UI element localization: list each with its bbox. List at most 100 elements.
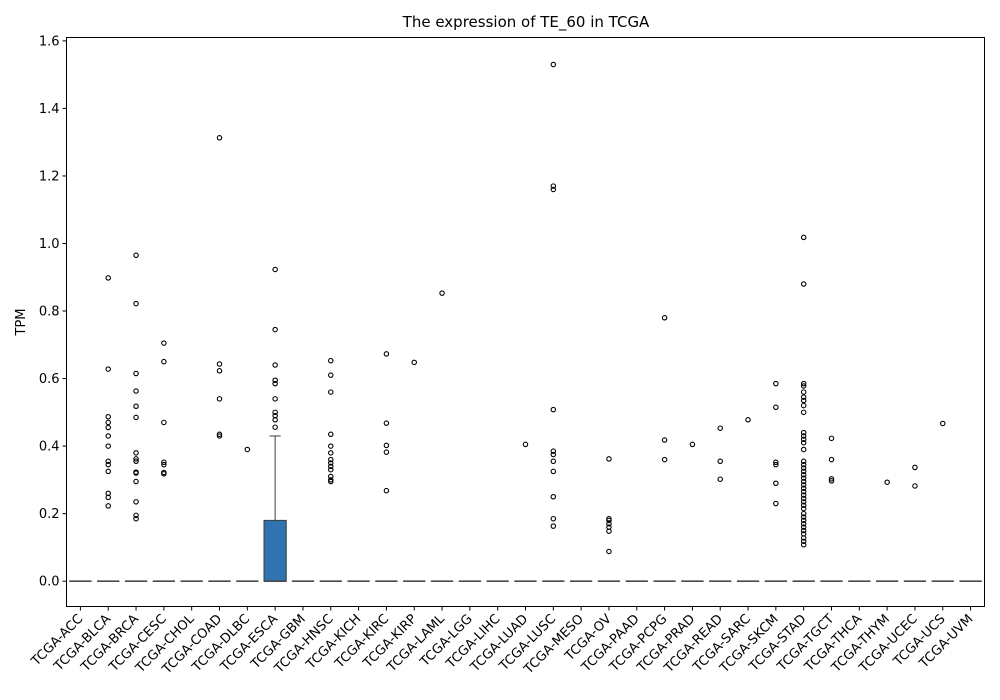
box-tcga-ov — [597, 456, 621, 582]
outlier-point — [105, 433, 111, 439]
box-tcga-coad — [208, 135, 231, 582]
outlier-point — [800, 465, 807, 471]
outlier-point — [800, 510, 807, 517]
outlier-point — [800, 541, 807, 548]
outlier-point — [133, 450, 139, 456]
outlier-point — [884, 479, 890, 485]
plot-area — [69, 61, 982, 582]
box-tcga-lusc — [542, 61, 565, 582]
outlier-point — [606, 515, 612, 522]
outlier-point — [133, 388, 139, 394]
box-tcga-luad — [514, 441, 537, 582]
outlier-point — [606, 521, 612, 527]
outlier-point — [105, 419, 111, 426]
box-tcga-pcpg — [653, 315, 676, 582]
outlier-point — [328, 450, 334, 456]
outlier-point — [800, 524, 807, 530]
outlier-point — [272, 424, 278, 430]
outlier-point — [105, 275, 111, 281]
box-tcga-laml — [430, 290, 454, 582]
box-tcga-tgct — [820, 435, 843, 582]
outlier-point — [383, 351, 390, 357]
outlier-point — [161, 471, 167, 477]
box-tcga-kirc — [375, 351, 398, 582]
outlier-point — [828, 435, 835, 442]
outlier-point — [133, 300, 139, 307]
outlier-point — [105, 461, 111, 468]
outlier-point — [105, 494, 111, 501]
outlier-point — [800, 492, 807, 498]
outlier-point — [773, 500, 779, 507]
outlier-point — [773, 459, 779, 466]
outlier-point — [550, 448, 557, 454]
outlier-point — [328, 477, 334, 483]
y-tick-label: 1.2 — [39, 169, 60, 184]
outlier-point — [800, 383, 807, 389]
outlier-point — [328, 389, 334, 395]
y-tick-label: 0.6 — [39, 372, 60, 387]
outlier-point — [550, 515, 557, 522]
outlier-point — [216, 396, 223, 402]
outlier-point — [800, 446, 807, 453]
outlier-point — [383, 487, 390, 494]
outlier-point — [828, 476, 835, 482]
box-tcga-blca — [97, 275, 120, 582]
outlier-point — [272, 266, 278, 273]
box-tcga-hnsc — [319, 357, 342, 582]
outlier-point — [800, 439, 807, 446]
outlier-point — [272, 377, 278, 384]
outlier-point — [800, 234, 807, 241]
outlier-point — [133, 512, 139, 519]
outlier-point — [800, 514, 807, 520]
outlier-point — [133, 252, 139, 259]
outlier-point — [800, 485, 807, 492]
outlier-point — [328, 443, 334, 449]
y-tick-label: 0.4 — [39, 440, 60, 455]
outlier-point — [383, 442, 390, 449]
outlier-point — [661, 456, 668, 463]
y-tick-label: 0.0 — [39, 575, 60, 590]
outlier-point — [800, 389, 807, 395]
outlier-point — [912, 464, 918, 471]
box-tcga-esca — [263, 266, 287, 582]
box-tcga-read — [709, 425, 732, 582]
box-tcga-ucs — [931, 420, 954, 582]
box-tcga-ucec — [903, 464, 927, 582]
outlier-point — [328, 463, 334, 470]
outlier-point — [411, 359, 417, 366]
outlier-point — [272, 326, 278, 333]
outlier-point — [244, 446, 251, 453]
outlier-point — [522, 441, 529, 448]
outlier-point — [272, 417, 278, 423]
outlier-point — [800, 495, 807, 502]
outlier-point — [606, 456, 612, 462]
outlier-point — [328, 478, 334, 485]
outlier-point — [161, 461, 167, 468]
outlier-point — [328, 431, 334, 438]
outlier-point — [800, 521, 807, 527]
outlier-point — [800, 538, 807, 545]
outlier-point — [773, 404, 779, 411]
outlier-point — [800, 433, 807, 439]
outlier-point — [550, 468, 557, 475]
outlier-point — [800, 458, 807, 465]
outlier-point — [550, 186, 557, 193]
outlier-point — [606, 548, 612, 555]
outlier-point — [105, 366, 111, 372]
outlier-point — [133, 458, 139, 465]
outlier-point — [800, 472, 807, 478]
outlier-point — [800, 402, 807, 409]
box-iqr — [263, 519, 287, 582]
outlier-point — [606, 528, 612, 534]
outlier-point — [328, 473, 334, 480]
y-tick-label: 1.0 — [39, 237, 60, 252]
outlier-point — [161, 340, 167, 346]
outlier-point — [689, 441, 696, 448]
outlier-point — [800, 468, 807, 475]
y-tick-label: 1.6 — [39, 34, 60, 49]
outlier-point — [800, 482, 807, 488]
outlier-point — [439, 290, 445, 296]
outlier-point — [800, 397, 807, 404]
outlier-point — [550, 451, 557, 458]
outlier-point — [272, 409, 278, 416]
